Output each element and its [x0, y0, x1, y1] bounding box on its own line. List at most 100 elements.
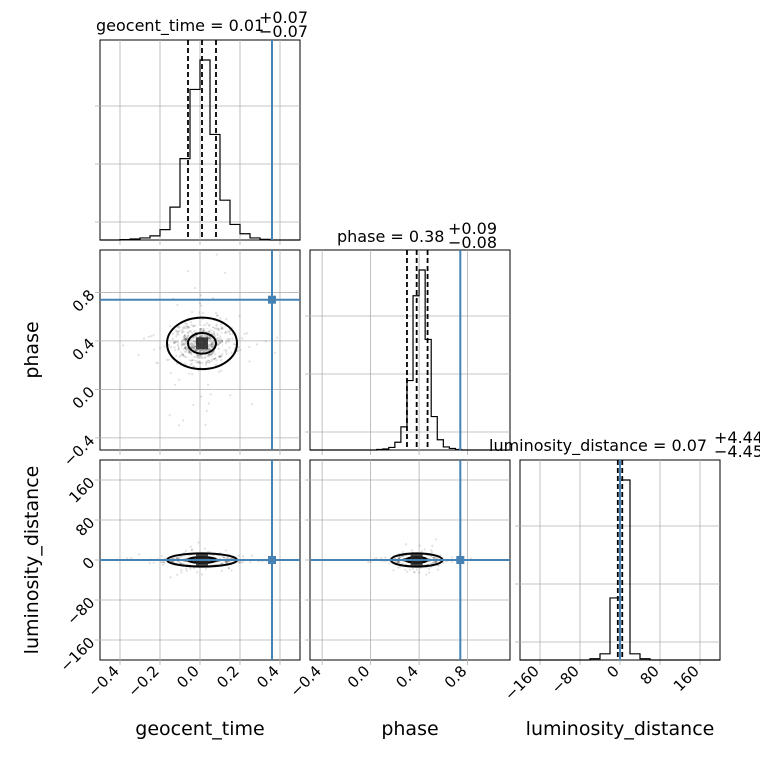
- sample-point: [183, 338, 186, 341]
- sample-point: [250, 403, 253, 406]
- sample-point: [217, 343, 220, 346]
- sample-point: [191, 373, 194, 376]
- sample-point: [212, 351, 215, 354]
- grid-geocent-time-phase: [95, 250, 300, 455]
- sample-point: [211, 341, 214, 344]
- sample-point: [220, 359, 223, 362]
- sample-point: [182, 327, 185, 330]
- sample-point: [203, 547, 207, 550]
- sample-point: [227, 340, 230, 343]
- sample-point: [187, 350, 190, 353]
- sample-point: [170, 557, 174, 560]
- sample-point: [189, 567, 192, 570]
- sample-point: [434, 561, 437, 564]
- sample-point: [219, 341, 222, 344]
- sample-point: [192, 365, 195, 368]
- sample-point: [188, 351, 191, 354]
- ytick-label-phase: 0.0: [69, 383, 99, 413]
- sample-point: [207, 345, 210, 348]
- sample-point: [201, 330, 204, 333]
- sample-point: [184, 356, 187, 359]
- sample-point: [190, 362, 193, 365]
- sample-point: [418, 544, 421, 547]
- sample-point: [220, 323, 223, 326]
- sample-point: [153, 348, 156, 351]
- sample-point: [418, 571, 421, 574]
- sample-point: [218, 354, 222, 358]
- sample-point: [189, 342, 192, 346]
- sample-point: [184, 338, 187, 341]
- sample-point: [176, 340, 179, 343]
- sample-point: [212, 343, 215, 346]
- sample-point: [439, 554, 442, 557]
- sample-point: [217, 370, 221, 373]
- sample-point: [205, 348, 208, 352]
- sample-point: [191, 344, 194, 347]
- sample-point: [183, 343, 186, 347]
- sample-point: [185, 339, 188, 342]
- sample-point: [200, 334, 203, 337]
- title-geocent-time-lower: −0.07: [259, 22, 308, 41]
- sample-point: [201, 361, 204, 364]
- sample-point: [200, 573, 204, 576]
- sample-point: [211, 345, 214, 348]
- sample-point: [130, 557, 133, 560]
- xtick-label-phase: 0.8: [441, 662, 471, 692]
- sample-point: [172, 557, 175, 560]
- sample-point: [161, 563, 165, 566]
- sample-point: [226, 561, 229, 564]
- sample-point: [186, 327, 189, 330]
- title-phase-upper: +0.09: [448, 219, 497, 238]
- sample-point: [211, 345, 214, 348]
- sample-point: [243, 332, 246, 336]
- sample-point: [219, 317, 222, 320]
- sample-point: [191, 548, 194, 551]
- ylabel-luminosity-distance: luminosity_distance: [21, 466, 43, 655]
- sample-point: [216, 343, 219, 346]
- sample-point: [185, 335, 188, 338]
- sample-point: [220, 341, 223, 344]
- ytick-label-phase: 0.4: [69, 335, 99, 365]
- sample-point: [207, 383, 210, 386]
- sample-point: [220, 326, 223, 329]
- sample-point: [239, 348, 242, 352]
- sample-point: [405, 543, 408, 546]
- sample-point: [183, 346, 186, 349]
- sample-point: [190, 342, 193, 345]
- sample-point: [190, 548, 193, 552]
- sample-point: [227, 567, 230, 570]
- sample-point: [178, 329, 181, 332]
- sample-point: [212, 331, 216, 335]
- sample-point: [196, 349, 199, 352]
- sample-point: [138, 553, 141, 556]
- sample-point: [193, 346, 196, 349]
- sample-point: [168, 414, 171, 417]
- sample-point: [184, 322, 187, 325]
- xtick-label-phase: −0.4: [286, 662, 324, 700]
- sample-point: [190, 351, 193, 354]
- sample-point: [211, 342, 214, 345]
- sample-point: [410, 549, 414, 552]
- sample-point: [184, 346, 187, 349]
- sample-point: [205, 409, 208, 412]
- sample-point: [184, 347, 187, 350]
- sample-point: [189, 351, 192, 354]
- sample-point: [194, 349, 197, 352]
- sample-point: [181, 342, 184, 345]
- sample-point: [194, 349, 197, 352]
- sample-point: [218, 341, 221, 345]
- sample-point: [255, 343, 259, 346]
- ytick-label-phase: −0.4: [60, 432, 98, 470]
- sample-point: [450, 556, 453, 559]
- sample-point: [193, 340, 196, 343]
- xtick-label-geocent-time: −0.4: [84, 662, 122, 700]
- sample-point: [203, 335, 206, 338]
- sample-point: [212, 296, 215, 300]
- sample-point: [191, 342, 194, 345]
- sample-point: [217, 340, 220, 343]
- sample-point: [207, 355, 210, 358]
- sample-point: [194, 340, 197, 343]
- sample-point: [219, 337, 222, 340]
- sample-point: [388, 562, 391, 565]
- sample-point: [177, 347, 181, 351]
